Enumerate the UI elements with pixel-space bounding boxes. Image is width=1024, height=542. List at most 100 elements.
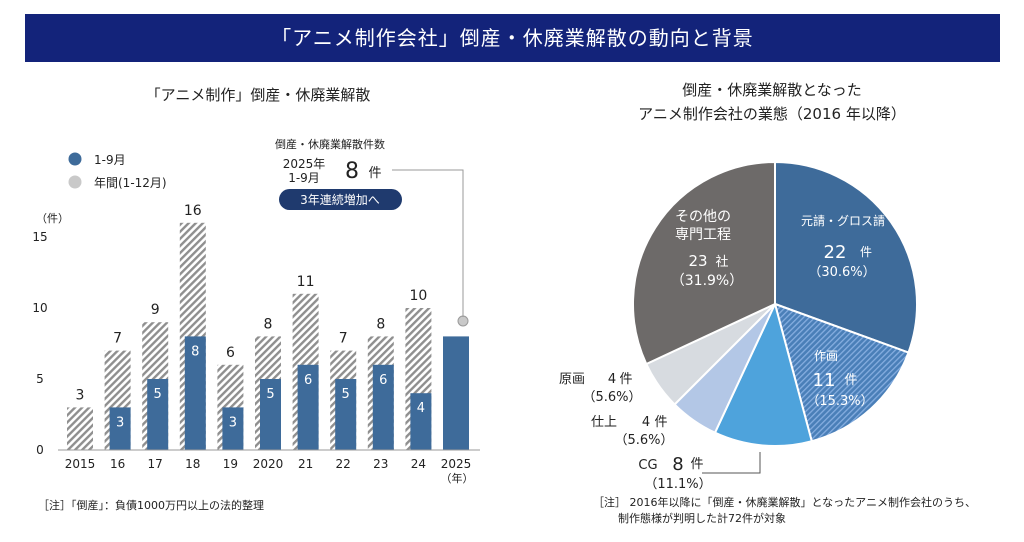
legend-label-annual: 年間(1-12月) (94, 176, 167, 190)
bar-1-9 (410, 393, 432, 450)
y-axis-label: （件） (36, 212, 69, 225)
pie-label: 原画 (559, 372, 585, 387)
pie-pct: （30.6%） (808, 265, 875, 280)
pie-slice (773, 302, 910, 443)
x-tick-label: 2025 (441, 457, 472, 471)
pie-count: 4 (642, 415, 650, 430)
pie-unit: 件 (690, 457, 703, 472)
bar-1-9-label: 8 (191, 344, 199, 359)
bar-annual-label: 16 (184, 203, 202, 219)
x-tick-label: 24 (411, 457, 426, 471)
x-tick-label: 19 (223, 457, 238, 471)
bar-annual-label: 7 (339, 331, 348, 347)
bar-annual-label: 6 (226, 345, 235, 361)
y-tick-label: 15 (32, 230, 47, 244)
pie-count: 8 (672, 454, 683, 475)
callout-title: 倒産・休廃業解散件数 (275, 137, 385, 151)
legend-swatch-1-9 (68, 152, 82, 166)
bar-1-9-label: 5 (342, 387, 350, 402)
bar-annual-label: 11 (297, 274, 315, 290)
callout-year-line1: 2025年 (283, 157, 326, 171)
pie-label: その他の (675, 209, 731, 225)
y-axis-ticks: 0 5 10 15 (32, 230, 47, 457)
x-axis-ticks: 2015 16 17 18 19 2020 21 22 23 24 2025 (65, 457, 472, 471)
pie-pct: （5.6%） (614, 433, 673, 448)
callout-year-line2: 1-9月 (288, 171, 320, 185)
x-tick-label: 17 (148, 457, 163, 471)
callout-leader-line (392, 169, 464, 317)
bar-1-9 (335, 379, 357, 450)
bar-1-9-label: 5 (154, 387, 162, 402)
bar-chart-note: ［注］「倒産」：負債1000万円以上の法的整理 (38, 498, 264, 512)
pie-unit: 件 (844, 373, 857, 388)
callout-badge-text: 3年連続増加へ (300, 193, 380, 207)
pie-slice (713, 301, 813, 447)
bar-1-9 (297, 364, 319, 450)
pie-unit: 件 (619, 372, 632, 387)
bar-1-9-label: 3 (229, 415, 237, 430)
pie-unit: 件 (860, 245, 872, 259)
pie-count: 11 (813, 370, 836, 391)
bar-1-9 (184, 336, 206, 450)
banner-title: 「アニメ制作会社」倒産・休廃業解散の動向と背景 (271, 26, 754, 50)
x-tick-label: 22 (336, 457, 351, 471)
bar-1-9-label: 3 (116, 415, 124, 430)
callout-value: 8 (345, 159, 359, 184)
x-tick-label: 2015 (65, 457, 96, 471)
pie-note-line2: 制作態様が判明した計72件が対象 (618, 511, 786, 525)
pie-pct: （31.9%） (671, 273, 743, 289)
pie-count: 22 (824, 242, 847, 263)
callout-unit: 件 (368, 166, 381, 181)
pie-title-line2: アニメ制作会社の業態（2016 年以降） (638, 105, 906, 123)
bar-annual-label: 7 (113, 331, 122, 347)
bar-1-9-label: 6 (304, 373, 312, 388)
x-tick-label: 2020 (253, 457, 284, 471)
banner: 「アニメ制作会社」倒産・休廃業解散の動向と背景 (25, 14, 1000, 62)
pie-count: 4 (608, 372, 616, 387)
bar-1-9 (147, 379, 169, 450)
bar-annual-label: 3 (76, 387, 85, 403)
x-tick-label: 21 (298, 457, 313, 471)
bar-1-9 (109, 407, 131, 450)
x-tick-label: 16 (110, 457, 125, 471)
bar-1-9 (260, 379, 281, 450)
bar-annual-label: 8 (264, 316, 273, 332)
y-tick-label: 0 (36, 443, 44, 457)
bar-series: 3 7 3 9 5 16 8 6 3 8 5 11 6 7 5 8 6 10 4 (67, 203, 469, 450)
pie-unit: 件 (654, 415, 667, 430)
callout-marker (457, 315, 469, 327)
bar-annual-label: 10 (409, 288, 427, 304)
legend-swatch-annual (68, 175, 82, 189)
bar-1-9 (443, 336, 469, 450)
pie-label: 専門工程 (675, 227, 731, 243)
x-tick-label: 23 (373, 457, 388, 471)
x-tick-label: 18 (185, 457, 200, 471)
cg-leader-line (702, 452, 761, 474)
pie-pct: （11.1%） (644, 477, 711, 492)
pie-note-line1: ［注］ 2016年以降に「倒産・休廃業解散」となったアニメ制作会社のうち、 (593, 495, 976, 509)
callout-badge (279, 189, 402, 210)
bar-1-9-label: 4 (417, 401, 425, 416)
pie-label: CG (638, 458, 657, 473)
pie-count: 23 (688, 252, 707, 270)
x-axis-unit: （年） (441, 471, 474, 485)
pie-label: 仕上 (591, 415, 617, 430)
bar-annual-label: 8 (376, 316, 385, 332)
bar-1-9-label: 5 (266, 387, 274, 402)
bar-1-9-label: 6 (379, 373, 387, 388)
bar-chart-title: 「アニメ制作」倒産・休廃業解散 (146, 86, 371, 104)
pie-label: 元請・グロス請 (801, 214, 885, 228)
y-tick-label: 10 (32, 301, 47, 315)
pie-slice (632, 160, 776, 366)
bar-1-9 (222, 407, 244, 450)
pie-pct: （15.3%） (806, 394, 873, 409)
pie-title-line1: 倒産・休廃業解散となった (682, 81, 862, 99)
bar-annual-label: 9 (151, 302, 160, 318)
y-tick-label: 5 (36, 372, 44, 386)
legend-label-1-9: 1-9月 (94, 153, 126, 167)
pie-label: 作画 (814, 349, 838, 363)
bar-annual (67, 407, 93, 450)
bar-1-9 (372, 364, 394, 450)
